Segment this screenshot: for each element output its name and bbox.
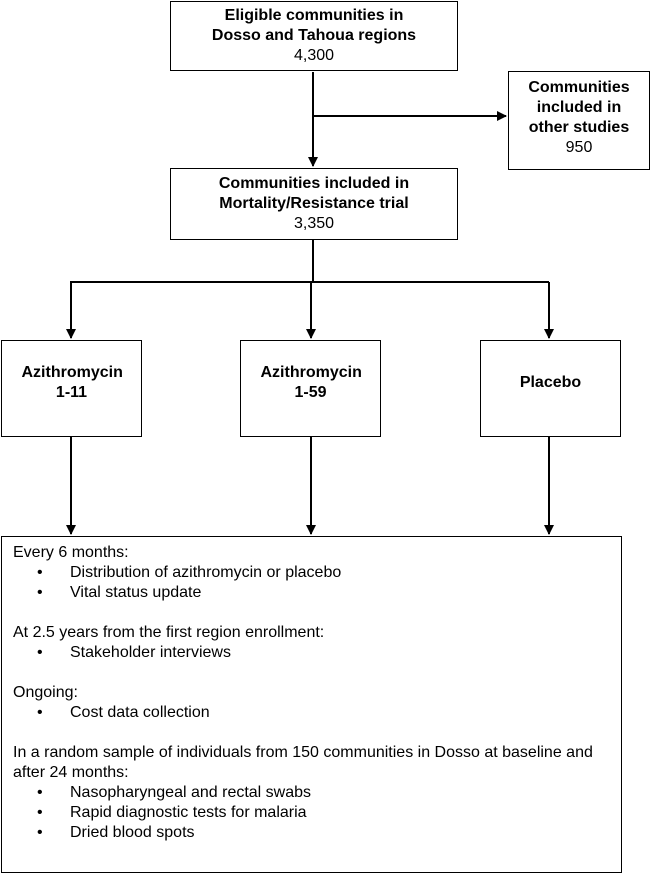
eligible-communities-count: 4,300 xyxy=(293,47,335,64)
other-studies-box: Communities included in other studies 95… xyxy=(508,71,650,170)
section-list: Cost data collection xyxy=(13,703,621,723)
activity-section-ongoing: Ongoing: Cost data collection xyxy=(13,683,621,723)
arm-label: Azithromycin 1-11 xyxy=(21,363,123,401)
activity-section-2-5-years: At 2.5 years from the first region enrol… xyxy=(13,623,621,663)
activity-section-random-sample: In a random sample of individuals from 1… xyxy=(13,743,621,843)
list-item: Cost data collection xyxy=(13,703,621,723)
section-heading: Every 6 months: xyxy=(13,544,129,561)
activity-section-every-6-months: Every 6 months: Distribution of azithrom… xyxy=(13,543,621,603)
activities-box: Every 6 months: Distribution of azithrom… xyxy=(1,536,622,873)
section-heading: In a random sample of individuals from 1… xyxy=(13,744,593,781)
section-heading: Ongoing: xyxy=(13,684,78,701)
trial-communities-count: 3,350 xyxy=(293,215,335,232)
section-list: Stakeholder interviews xyxy=(13,643,621,663)
eligible-communities-box: Eligible communities in Dosso and Tahoua… xyxy=(170,1,458,71)
arm-box-placebo: Placebo xyxy=(480,340,621,437)
list-item: Nasopharyngeal and rectal swabs xyxy=(13,783,621,803)
section-heading: At 2.5 years from the first region enrol… xyxy=(13,624,325,641)
list-item: Dried blood spots xyxy=(13,823,621,843)
arm-box-azithromycin-1-59: Azithromycin 1-59 xyxy=(240,340,381,437)
section-list: Distribution of azithromycin or placebo … xyxy=(13,563,621,603)
trial-communities-title: Communities included in Mortality/Resist… xyxy=(218,175,410,212)
other-studies-title: Communities included in other studies xyxy=(528,79,630,136)
eligible-communities-title: Eligible communities in Dosso and Tahoua… xyxy=(211,7,417,44)
trial-communities-box: Communities included in Mortality/Resist… xyxy=(170,168,458,240)
list-item: Vital status update xyxy=(13,583,621,603)
list-item: Stakeholder interviews xyxy=(13,643,621,663)
arm-label: Azithromycin 1-59 xyxy=(260,363,362,401)
arm-label: Placebo xyxy=(519,373,582,391)
arm-box-azithromycin-1-11: Azithromycin 1-11 xyxy=(1,340,142,437)
section-list: Nasopharyngeal and rectal swabs Rapid di… xyxy=(13,783,621,843)
list-item: Distribution of azithromycin or placebo xyxy=(13,563,621,583)
list-item: Rapid diagnostic tests for malaria xyxy=(13,803,621,823)
other-studies-count: 950 xyxy=(565,139,593,156)
